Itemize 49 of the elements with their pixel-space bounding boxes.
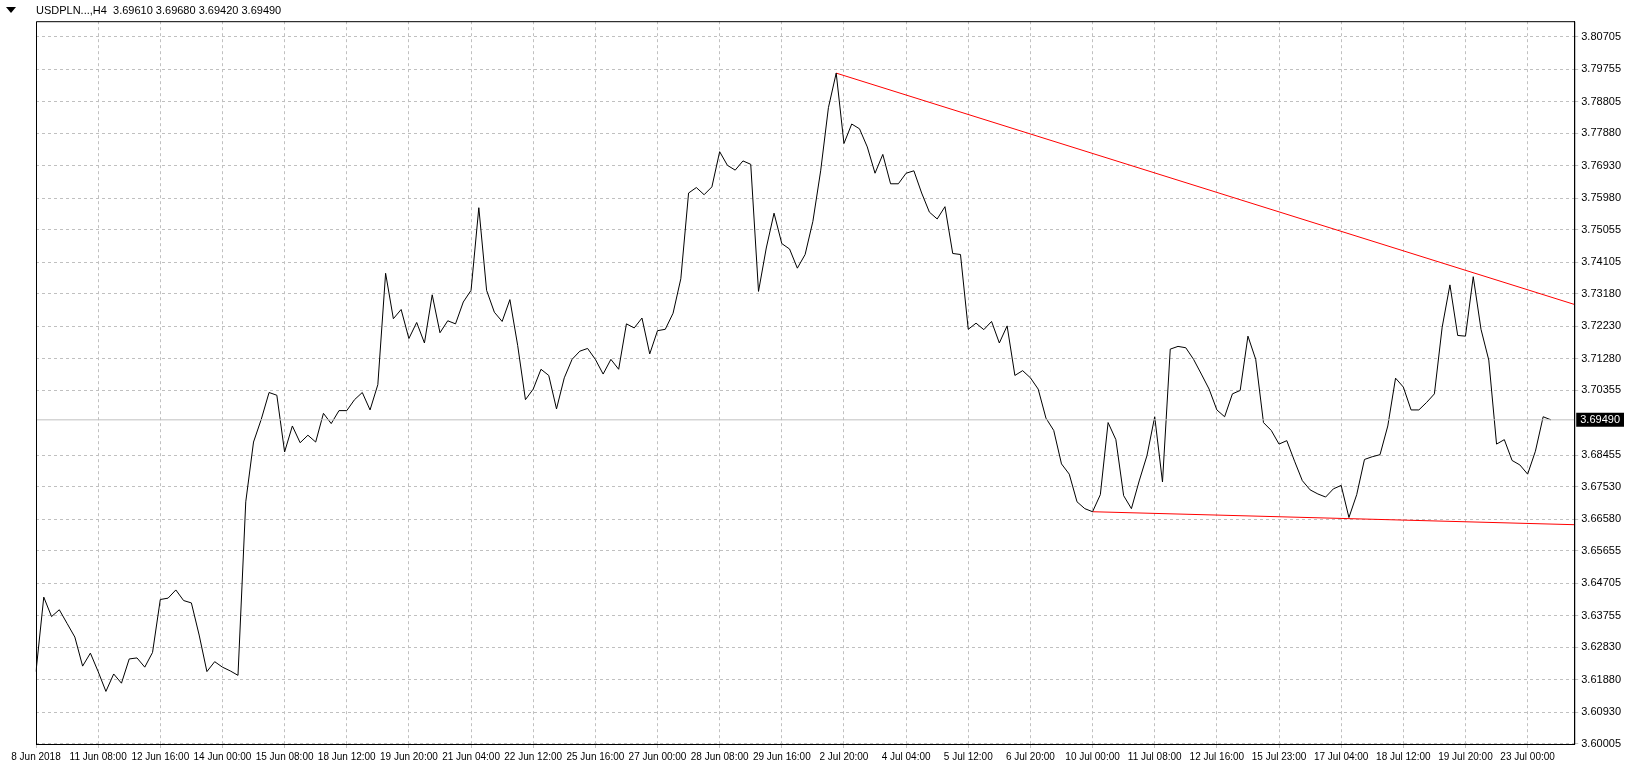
y-tick-label: 3.66580 [1581, 512, 1621, 525]
x-tick-label: 15 Jun 08:00 [255, 750, 314, 762]
y-tick-label: 3.76930 [1581, 158, 1621, 171]
x-tick-label: 11 Jun 08:00 [69, 750, 128, 762]
y-tick-label: 3.77880 [1581, 126, 1621, 139]
y-tick-label: 3.78805 [1581, 94, 1621, 107]
x-tick-label: 8 Jun 2018 [11, 750, 62, 762]
y-tick-label: 3.75055 [1581, 222, 1621, 235]
x-tick-label: 22 Jun 12:00 [504, 750, 563, 762]
x-tick-label: 18 Jun 12:00 [317, 750, 377, 762]
y-tick-label: 3.74105 [1581, 255, 1621, 268]
x-tick-label: 11 Jul 08:00 [1127, 750, 1183, 762]
y-tick-label: 3.64705 [1581, 576, 1621, 589]
x-tick-label: 6 Jul 20:00 [1005, 750, 1056, 762]
y-tick-label: 3.79755 [1581, 62, 1621, 75]
x-tick-label: 23 Jul 00:00 [1500, 750, 1556, 762]
y-tick-label: 3.60005 [1581, 736, 1621, 749]
x-tick-label: 29 Jun 16:00 [752, 750, 812, 762]
x-tick-label: 12 Jul 16:00 [1189, 750, 1245, 762]
x-tick-label: 15 Jul 23:00 [1251, 750, 1307, 762]
x-tick-label: 14 Jun 00:00 [193, 750, 252, 762]
x-tick-label: 18 Jul 12:00 [1376, 750, 1431, 762]
x-tick-label: 19 Jun 20:00 [379, 750, 439, 762]
x-tick-label: 21 Jun 04:00 [442, 750, 501, 762]
y-tick-label: 3.71280 [1581, 351, 1621, 364]
y-tick-label: 3.75980 [1581, 191, 1621, 204]
y-tick-label: 3.60930 [1581, 705, 1621, 718]
y-tick-label: 3.61880 [1581, 672, 1621, 685]
y-tick-label: 3.73180 [1581, 286, 1621, 299]
ref-line-label: 3.69490 [1580, 412, 1620, 425]
x-tick-label: 17 Jul 04:00 [1313, 750, 1369, 762]
x-tick-label: 4 Jul 04:00 [881, 750, 932, 762]
y-tick-label: 3.68455 [1581, 448, 1621, 461]
x-tick-label: 27 Jun 00:00 [628, 750, 687, 762]
y-tick-label: 3.70355 [1581, 383, 1621, 396]
y-tick-label: 3.72230 [1581, 319, 1621, 332]
x-tick-label: 2 Jul 20:00 [819, 750, 869, 762]
y-tick-label: 3.62830 [1581, 640, 1621, 653]
y-tick-label: 3.80705 [1581, 29, 1621, 42]
y-tick-label: 3.63755 [1581, 608, 1621, 621]
y-tick-label: 3.65655 [1581, 543, 1621, 556]
x-tick-label: 28 Jun 08:00 [690, 750, 750, 762]
x-tick-label: 10 Jul 00:00 [1065, 750, 1121, 762]
x-tick-label: 12 Jun 16:00 [131, 750, 190, 762]
y-tick-label: 3.67530 [1581, 479, 1621, 492]
x-tick-label: 19 Jul 20:00 [1438, 750, 1494, 762]
chart-title: USDPLN...,H4 3.69610 3.69680 3.69420 3.69490 [36, 3, 282, 16]
x-tick-label: 25 Jun 16:00 [566, 750, 625, 762]
x-tick-label: 5 Jul 12:00 [943, 750, 994, 762]
